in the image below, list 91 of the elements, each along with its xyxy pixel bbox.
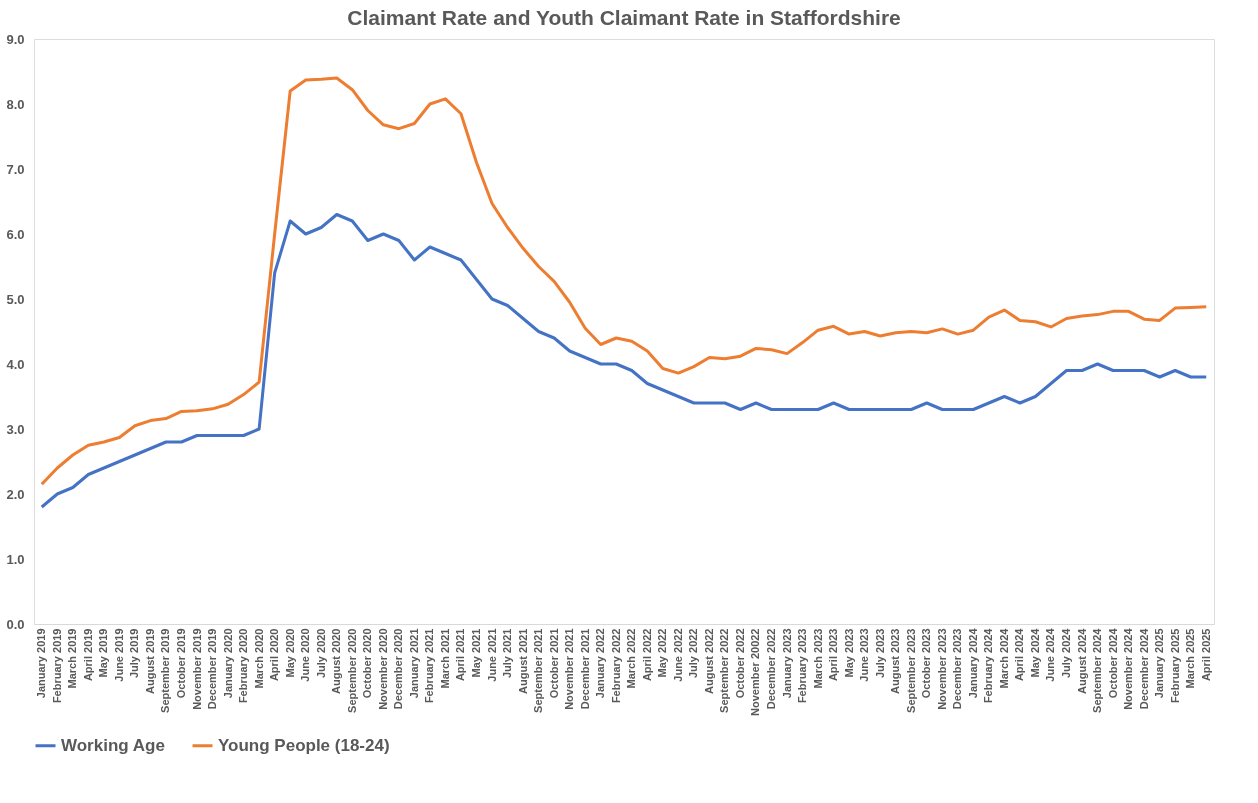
x-tick-label: September 2022: [718, 628, 731, 713]
x-tick-label: December 2024: [1137, 627, 1150, 710]
y-tick-label: 5.0: [6, 291, 25, 307]
x-tick-label: March 2024: [997, 627, 1010, 689]
x-tick-label: May 2019: [97, 628, 110, 678]
x-tick-label: February 2020: [237, 628, 250, 704]
x-tick-label: March 2025: [1184, 628, 1197, 689]
x-tick-label: October 2020: [361, 628, 374, 699]
x-tick-label: September 2024: [1091, 627, 1104, 713]
x-tick-label: January 2021: [407, 628, 420, 699]
x-tick-label: December 2019: [206, 628, 219, 710]
x-tick-label: January 2020: [221, 628, 234, 699]
y-tick-label: 6.0: [6, 226, 25, 242]
x-tick-label: April 2022: [640, 628, 653, 682]
x-tick-label: May 2020: [283, 628, 296, 678]
x-tick-label: July 2021: [501, 628, 514, 679]
x-tick-label: September 2021: [532, 628, 545, 713]
x-tick-label: November 2021: [563, 628, 576, 710]
x-tick-label: October 2019: [175, 628, 187, 699]
x-tick-label: January 2023: [780, 628, 793, 699]
y-tick-label: 0.0: [6, 616, 25, 632]
x-tick-label: June 2020: [299, 628, 312, 682]
x-tick-label: August 2024: [1075, 627, 1088, 694]
x-tick-label: November 2024: [1122, 627, 1135, 710]
x-tick-label: January 2025: [1153, 628, 1166, 699]
x-tick-label: March 2022: [625, 628, 638, 689]
x-tick-label: October 2024: [1106, 627, 1119, 699]
x-tick-label: September 2020: [345, 628, 358, 713]
x-tick-label: January 2022: [594, 628, 607, 699]
x-tick-label: October 2022: [733, 628, 746, 699]
x-tick-label: March 2023: [811, 628, 824, 689]
x-tick-label: May 2024: [1028, 627, 1041, 678]
x-tick-label: June 2022: [671, 628, 684, 682]
legend-label: Young People (18-24): [218, 735, 390, 755]
x-tick-label: March 2021: [438, 628, 451, 689]
x-tick-label: November 2020: [376, 628, 389, 710]
x-tick-label: February 2025: [1168, 628, 1181, 704]
x-tick-label: June 2024: [1044, 627, 1057, 682]
x-tick-label: August 2023: [889, 628, 902, 694]
x-tick-label: March 2020: [252, 628, 265, 689]
legend-label: Working Age: [61, 735, 165, 755]
x-tick-label: April 2025: [1199, 628, 1212, 682]
x-tick-label: April 2020: [268, 628, 281, 682]
x-tick-label: April 2023: [827, 628, 840, 682]
y-tick-label: 9.0: [6, 31, 25, 47]
x-tick-label: May 2023: [842, 628, 855, 678]
y-tick-label: 4.0: [6, 356, 25, 372]
x-tick-label: April 2019: [81, 628, 94, 682]
x-tick-label: May 2021: [470, 628, 482, 678]
x-tick-label: November 20022: [749, 628, 762, 716]
x-tick-label: September 2019: [159, 628, 172, 713]
x-tick-label: June 2023: [858, 628, 871, 682]
x-tick-label: May 2022: [656, 628, 669, 678]
line-series: [40, 76, 1208, 486]
y-tick-label: 3.0: [6, 421, 25, 437]
x-tick-label: January 2019: [35, 628, 48, 699]
x-tick-label: June 2021: [485, 628, 498, 682]
y-tick-label: 2.0: [6, 486, 25, 502]
x-tick-label: December 2021: [578, 628, 591, 710]
x-tick-label: December 2023: [951, 628, 964, 710]
x-tick-label: April 2024: [1013, 627, 1026, 682]
x-tick-label: July 2023: [873, 628, 886, 679]
line-series: [40, 213, 1208, 509]
x-tick-label: February 2023: [796, 628, 809, 704]
x-tick-label: December 2020: [392, 628, 405, 710]
x-tick-label: July 2024: [1060, 627, 1072, 679]
x-tick-label: October 2023: [920, 628, 933, 699]
x-tick-label: December 2022: [765, 628, 777, 710]
x-tick-label: November 2023: [935, 628, 948, 710]
x-tick-label: July 2019: [128, 628, 141, 679]
x-tick-label: August 2020: [330, 628, 343, 694]
y-tick-label: 1.0: [6, 551, 25, 567]
x-tick-label: June 2019: [112, 628, 125, 682]
y-tick-label: 8.0: [6, 96, 25, 112]
x-tick-label: September 2023: [904, 628, 917, 713]
x-tick-label: February 2022: [609, 628, 622, 704]
y-tick-label: 7.0: [6, 161, 25, 177]
x-tick-label: February 2019: [50, 628, 63, 704]
x-tick-label: January 2024: [966, 627, 979, 699]
x-tick-label: April 2021: [454, 628, 467, 682]
x-tick-label: August 2022: [702, 628, 715, 694]
x-tick-label: August 2019: [143, 628, 156, 694]
x-tick-label: February 2021: [423, 628, 436, 704]
x-tick-label: July 2020: [314, 628, 327, 679]
x-tick-label: July 2022: [687, 628, 700, 679]
x-tick-label: August 2021: [516, 628, 529, 694]
x-tick-label: March 2019: [66, 628, 79, 689]
x-tick-label: October 2021: [547, 628, 560, 699]
chart-title: Claimant Rate and Youth Claimant Rate in Staffordshire: [347, 6, 901, 29]
x-tick-label: November 2019: [190, 628, 203, 710]
x-tick-label: February 2024: [982, 627, 995, 704]
